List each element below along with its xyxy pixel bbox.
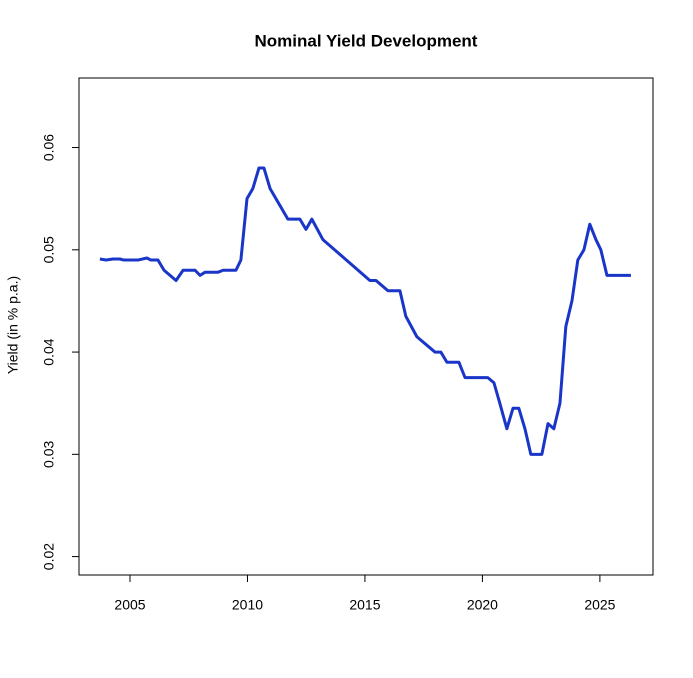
plot-frame	[78, 77, 654, 576]
x-tick-label: 2005	[114, 597, 145, 613]
y-tick-label: 0.06	[41, 134, 57, 161]
x-tick-label: 2020	[467, 597, 498, 613]
x-tick-label: 2015	[349, 597, 380, 613]
y-tick-label: 0.02	[41, 543, 57, 570]
chart-title: Nominal Yield Development	[255, 31, 478, 50]
x-tick-label: 2010	[232, 597, 263, 613]
y-tick-label: 0.04	[41, 338, 57, 365]
y-tick-label: 0.05	[41, 236, 57, 263]
x-tick-label: 2025	[584, 597, 615, 613]
y-tick-label: 0.03	[41, 440, 57, 467]
y-axis-label: Yield (in % p.a.)	[5, 276, 21, 374]
data-line	[99, 166, 631, 456]
